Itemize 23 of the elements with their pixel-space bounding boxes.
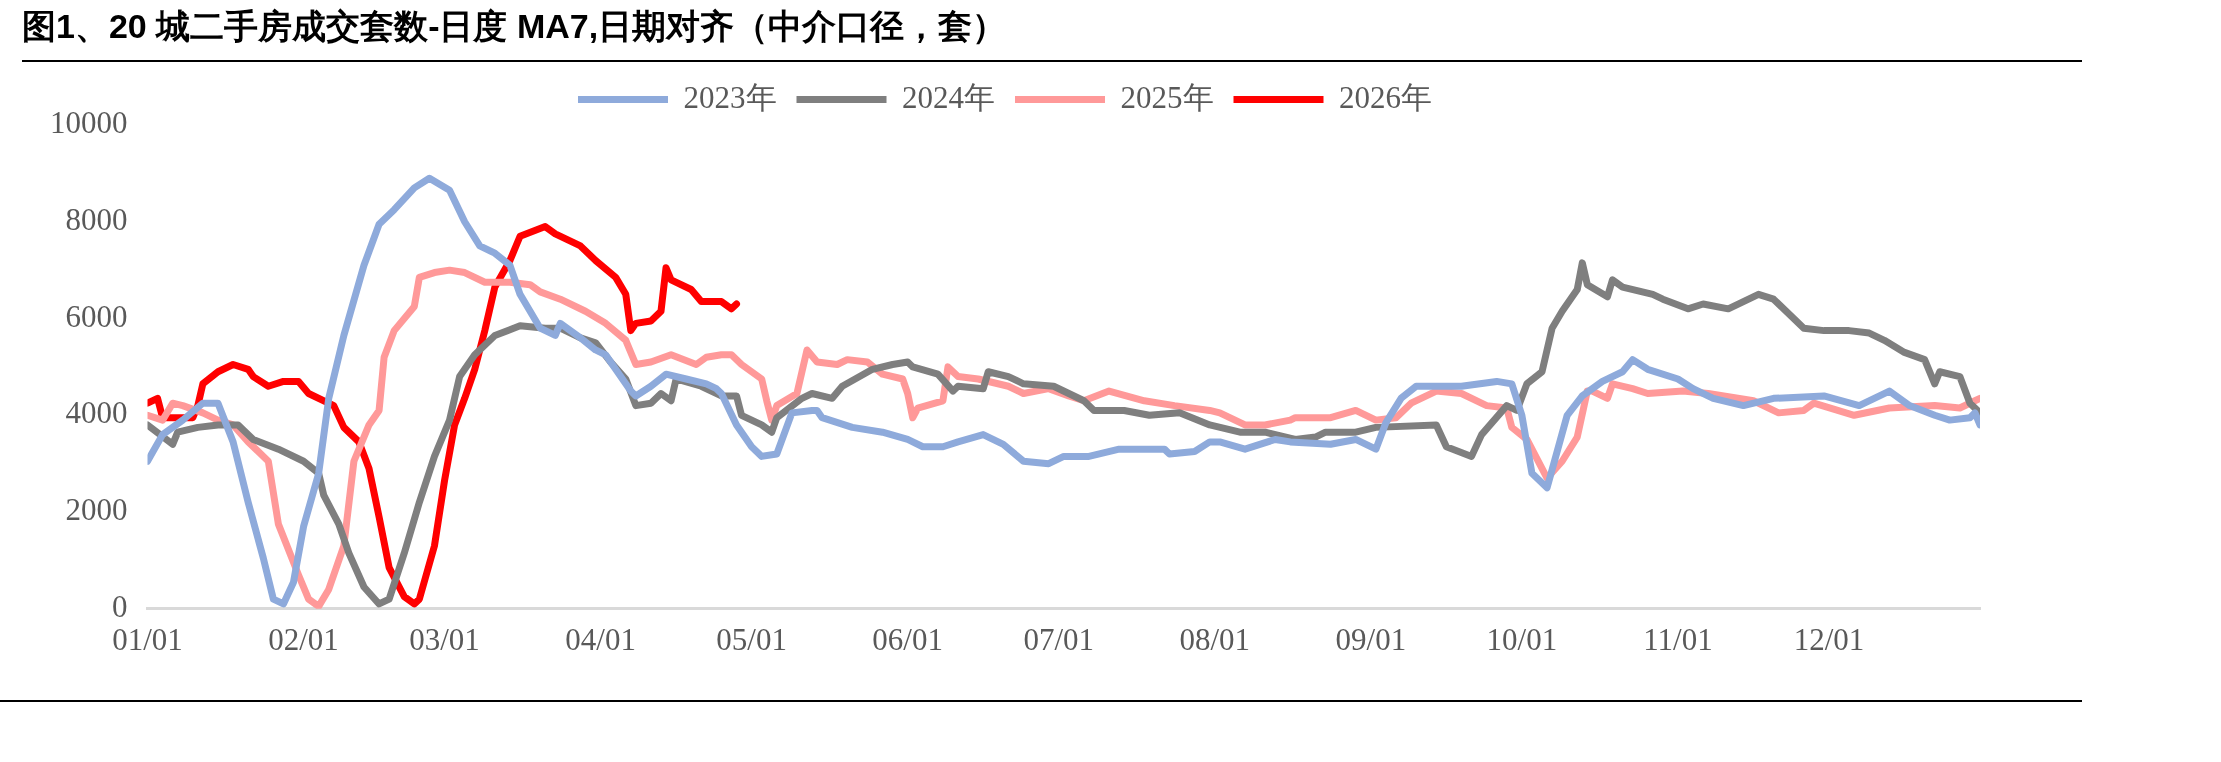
x-tick-label: 04/01	[565, 621, 636, 657]
x-tick-label: 06/01	[872, 621, 943, 657]
x-tick-label: 10/01	[1486, 621, 1558, 657]
legend-label: 2025年	[1120, 79, 1214, 115]
y-tick-label: 8000	[65, 201, 128, 237]
y-tick-label: 2000	[65, 492, 128, 528]
x-tick-label: 11/01	[1643, 621, 1713, 657]
x-tick-label: 12/01	[1793, 621, 1865, 657]
legend-label: 2023年	[683, 79, 777, 115]
x-tick-label: 02/01	[268, 621, 339, 657]
x-tick-label: 08/01	[1179, 621, 1251, 657]
legend-label: 2026年	[1339, 79, 1432, 115]
x-tick-label: 03/01	[409, 621, 480, 657]
x-tick-label: 07/01	[1023, 621, 1095, 657]
x-tick-label: 01/01	[112, 621, 183, 657]
y-tick-label: 0	[112, 588, 128, 624]
y-tick-label: 6000	[65, 298, 128, 334]
chart-title: 图1、20 城二手房成交套数-日度 MA7,日期对齐（中介口径，套）	[22, 4, 2082, 62]
y-tick-label: 10000	[50, 105, 128, 141]
x-tick-label: 09/01	[1335, 621, 1407, 657]
legend-label: 2024年	[902, 79, 995, 115]
x-tick-label: 05/01	[716, 621, 787, 657]
y-tick-label: 4000	[65, 395, 128, 431]
